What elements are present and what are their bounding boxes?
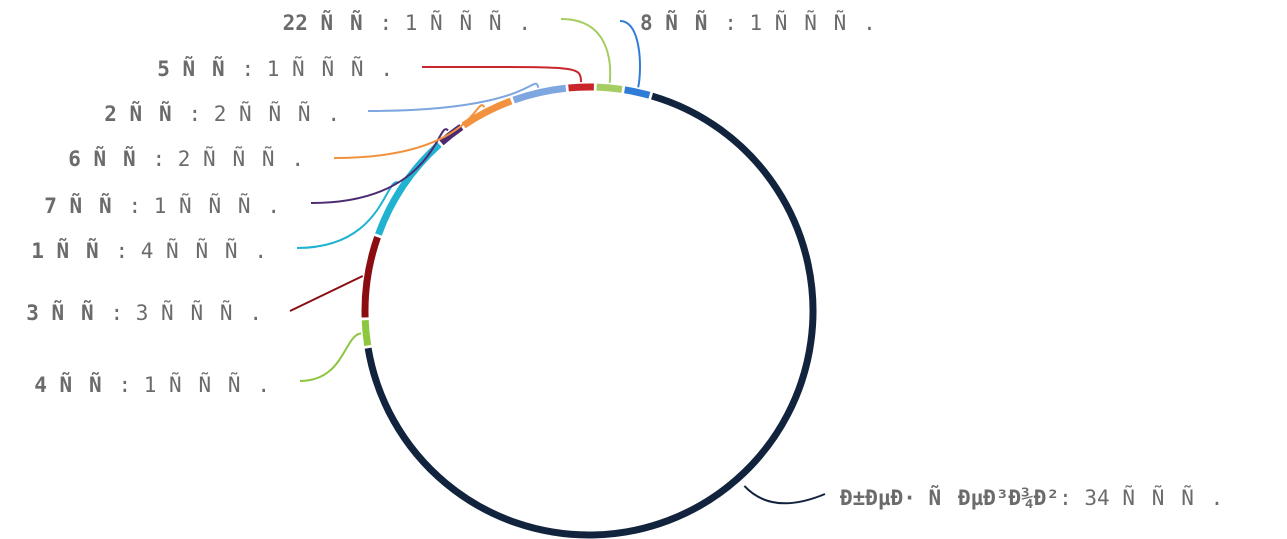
pie-ring <box>361 83 817 539</box>
slice-4-leader <box>310 128 449 204</box>
slice-8-label-key: 22 ÑÑ <box>283 10 380 35</box>
slice-0-arc <box>364 92 817 539</box>
slice-2-arc <box>361 235 381 318</box>
slice-2-label: 3 ÑÑ: 3 ÑÑÑ. <box>26 299 262 325</box>
label-leaders <box>289 18 826 505</box>
slice-1-leader <box>299 332 362 382</box>
slice-6-label-value: 2 ÑÑÑ. <box>214 100 340 126</box>
slice-1-label-key: 4 ÑÑ <box>34 372 118 397</box>
slice-7-arc <box>568 83 594 92</box>
slice-9-label-sep: : <box>724 11 749 35</box>
slice-4-label-key: 7 ÑÑ <box>44 193 128 218</box>
slice-7-label: 5 ÑÑ: 1 ÑÑÑ. <box>157 55 393 81</box>
slice-0-leader <box>743 485 826 505</box>
slice-0-label: Ð±ÐµÐ· ÑÐµÐ³Ð¾Ð²: 34 ÑÑÑ. <box>840 484 1223 510</box>
slice-3-label-key: 1 ÑÑ <box>31 238 115 263</box>
slice-4-label-sep: : <box>128 194 153 218</box>
slice-1-label-sep: : <box>118 373 143 397</box>
slice-8-leader <box>560 18 612 84</box>
slice-0-label-value: 34 ÑÑÑ. <box>1084 484 1223 510</box>
slice-5-arc <box>461 97 513 129</box>
slice-7-leader <box>421 65 583 83</box>
slice-8-arc <box>596 83 623 93</box>
slice-5-leader <box>333 104 486 159</box>
slice-0-label-sep: : <box>1059 486 1084 510</box>
slice-labels: Ð±ÐµÐ· ÑÐµÐ³Ð¾Ð²: 34 ÑÑÑ. 4 ÑÑ: 1 Ñ… <box>26 9 1223 510</box>
slice-7-label-sep: : <box>241 57 266 81</box>
slice-9-label-key: 8 ÑÑ <box>640 10 724 35</box>
slice-5-label-value: 2 ÑÑÑ. <box>178 145 304 171</box>
slice-5-label: 6 ÑÑ: 2 ÑÑÑ. <box>68 145 304 171</box>
slice-5-label-sep: : <box>152 147 177 171</box>
slice-9-leader <box>619 20 641 88</box>
slice-6-label-key: 2 ÑÑ <box>104 101 188 126</box>
slice-0-label-key: Ð±ÐµÐ· ÑÐµÐ³Ð¾Ð² <box>840 485 1059 510</box>
slice-3-leader <box>296 181 400 249</box>
slice-6-leader <box>367 82 540 112</box>
slice-8-label-value: 1 ÑÑÑ. <box>405 9 531 35</box>
slice-2-label-sep: : <box>110 301 135 325</box>
slice-2-leader <box>289 275 364 312</box>
slice-1-label: 4 ÑÑ: 1 ÑÑÑ. <box>34 371 270 397</box>
slice-4-label: 7 ÑÑ: 1 ÑÑÑ. <box>44 192 280 218</box>
slice-3-label-value: 4 ÑÑÑ. <box>141 237 267 263</box>
slice-3-label: 1 ÑÑ: 4 ÑÑÑ. <box>31 237 267 263</box>
slice-2-label-key: 3 ÑÑ <box>26 300 110 325</box>
slice-9-label: 8 ÑÑ: 1 ÑÑÑ. <box>640 9 876 35</box>
slice-1-label-value: 1 ÑÑÑ. <box>144 371 270 397</box>
slice-2-label-value: 3 ÑÑÑ. <box>136 299 262 325</box>
slice-9-arc <box>624 86 651 99</box>
slice-8-label: 22 ÑÑ: 1 ÑÑÑ. <box>283 9 531 35</box>
slice-9-label-value: 1 ÑÑÑ. <box>749 9 875 35</box>
slice-6-label-sep: : <box>188 102 213 126</box>
slice-3-arc <box>375 141 442 236</box>
slice-7-label-key: 5 ÑÑ <box>157 56 241 81</box>
slice-7-label-value: 1 ÑÑÑ. <box>267 55 393 81</box>
slice-4-label-value: 1 ÑÑÑ. <box>154 192 280 218</box>
slice-6-label: 2 ÑÑ: 2 ÑÑÑ. <box>104 100 340 126</box>
slice-1-arc <box>361 320 372 347</box>
slice-8-label-sep: : <box>379 11 404 35</box>
slice-6-arc <box>512 84 567 104</box>
slice-5-label-key: 6 ÑÑ <box>68 146 152 171</box>
slice-3-label-sep: : <box>115 239 140 263</box>
